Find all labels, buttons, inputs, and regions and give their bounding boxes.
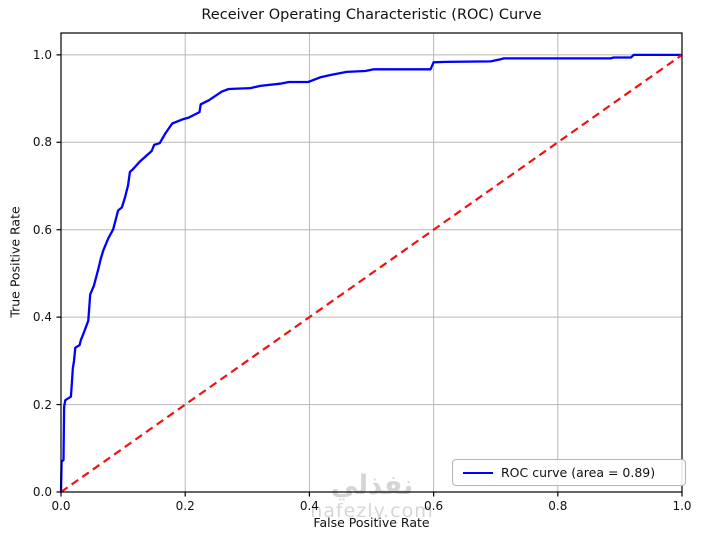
x-tick-label: 0.8 xyxy=(548,499,568,513)
legend-box: ROC curve (area = 0.89) xyxy=(452,459,686,486)
chart-title: Receiver Operating Characteristic (ROC) … xyxy=(201,7,542,23)
x-tick-label: 0.4 xyxy=(299,499,319,513)
legend-label: ROC curve (area = 0.89) xyxy=(501,465,656,480)
x-tick-label: 0.0 xyxy=(51,499,71,513)
y-tick-label: 0.4 xyxy=(32,310,52,325)
x-tick-label: 1.0 xyxy=(672,499,692,513)
y-tick-label: 0.2 xyxy=(32,397,52,412)
x-axis-label: False Positive Rate xyxy=(313,515,430,530)
y-axis-label: True Positive Rate xyxy=(7,206,23,318)
roc-curve-legend-line xyxy=(463,471,493,474)
x-tick-label: 0.6 xyxy=(424,499,444,513)
y-tick-label: 0.8 xyxy=(32,135,52,150)
x-tick-label: 0.2 xyxy=(175,499,195,513)
y-tick-label: 0.6 xyxy=(32,222,52,237)
y-tick-label: 1.0 xyxy=(32,47,52,62)
y-tick-label: 0.0 xyxy=(32,485,52,499)
